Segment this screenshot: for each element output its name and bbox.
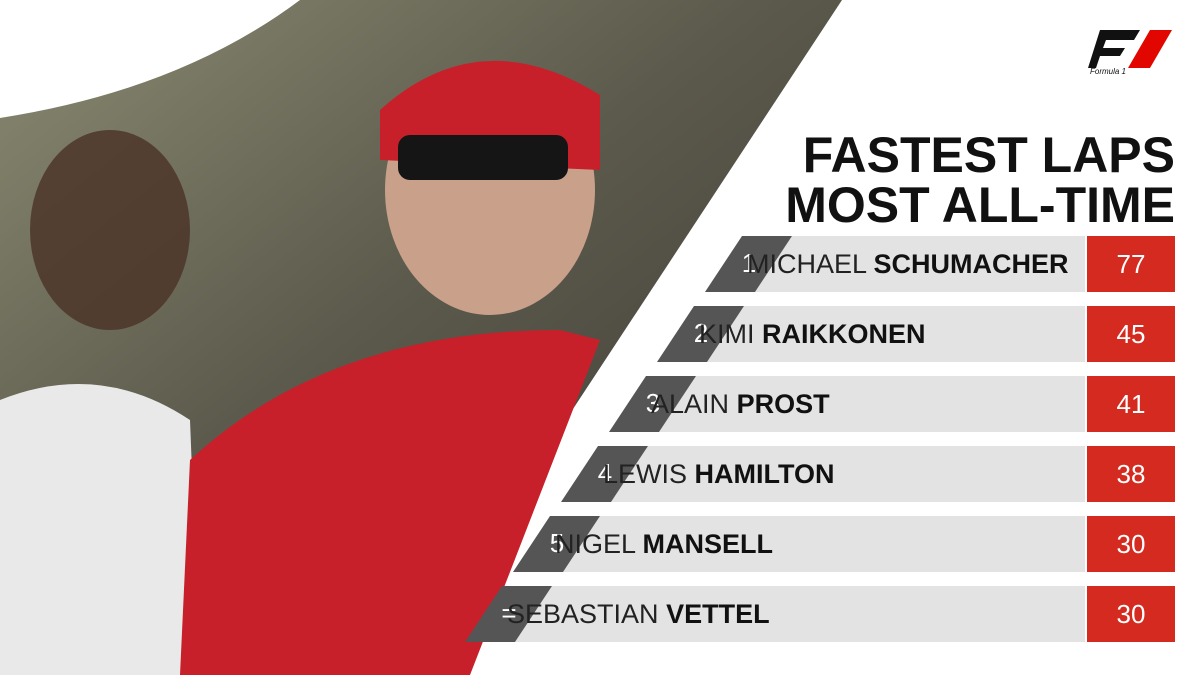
value: 38 bbox=[1117, 459, 1146, 489]
value-box bbox=[1087, 306, 1175, 362]
rank: 5 bbox=[550, 528, 564, 558]
last-name: MANSELL bbox=[643, 529, 774, 559]
rank: 1 bbox=[742, 248, 756, 278]
value: 41 bbox=[1117, 389, 1146, 419]
value: 30 bbox=[1117, 599, 1146, 629]
value-box bbox=[1087, 446, 1175, 502]
logo: Formula 1 bbox=[1088, 30, 1172, 76]
row-bar bbox=[611, 446, 1085, 502]
suit bbox=[180, 330, 600, 675]
rank-box bbox=[705, 236, 792, 292]
rank-box bbox=[561, 446, 648, 502]
rank: 2 bbox=[694, 318, 708, 348]
first-name: MICHAEL bbox=[747, 249, 867, 279]
driver-left bbox=[30, 130, 190, 330]
first-name: KIMI bbox=[699, 319, 755, 349]
rank-box bbox=[657, 306, 744, 362]
rank-box bbox=[465, 586, 552, 642]
row-bar bbox=[515, 586, 1085, 642]
value: 77 bbox=[1117, 249, 1146, 279]
logo-stripes bbox=[1128, 30, 1172, 68]
driver-name: KIMI RAIKKONEN bbox=[699, 319, 926, 349]
rank: = bbox=[501, 598, 516, 628]
last-name: SCHUMACHER bbox=[874, 249, 1069, 279]
value-box bbox=[1087, 586, 1175, 642]
table-row: =SEBASTIAN VETTEL 30 bbox=[465, 586, 1175, 642]
title-line: MOST ALL-TIME bbox=[785, 177, 1175, 233]
last-name: HAMILTON bbox=[695, 459, 835, 489]
first-name: SEBASTIAN bbox=[507, 599, 659, 629]
last-name: RAIKKONEN bbox=[762, 319, 926, 349]
rank: 3 bbox=[646, 388, 660, 418]
row-bar bbox=[563, 516, 1085, 572]
title-line: FASTEST LAPS bbox=[803, 127, 1175, 183]
logo-f bbox=[1088, 30, 1140, 68]
rank: 4 bbox=[598, 458, 612, 488]
driver-left-body bbox=[0, 384, 200, 675]
photo-corner bbox=[0, 0, 300, 118]
first-name: LEWIS bbox=[603, 459, 687, 489]
rank-box bbox=[609, 376, 696, 432]
first-name: NIGEL bbox=[555, 529, 636, 559]
value-box bbox=[1087, 236, 1175, 292]
value-box bbox=[1087, 516, 1175, 572]
last-name: VETTEL bbox=[666, 599, 770, 629]
row-bar bbox=[707, 306, 1085, 362]
logo-text: Formula 1 bbox=[1090, 67, 1126, 76]
driver-name: SEBASTIAN VETTEL bbox=[507, 599, 770, 629]
driver-name: MICHAEL SCHUMACHER bbox=[747, 249, 1069, 279]
first-name: ALAIN bbox=[651, 389, 729, 419]
driver-name: ALAIN PROST bbox=[651, 389, 830, 419]
rank-box bbox=[513, 516, 600, 572]
value: 45 bbox=[1117, 319, 1146, 349]
row-bar bbox=[659, 376, 1085, 432]
value-box bbox=[1087, 376, 1175, 432]
last-name: PROST bbox=[737, 389, 831, 419]
driver-name: NIGEL MANSELL bbox=[555, 529, 773, 559]
sunglasses bbox=[398, 135, 568, 180]
driver-name: LEWIS HAMILTON bbox=[603, 459, 835, 489]
value: 30 bbox=[1117, 529, 1146, 559]
row-bar bbox=[755, 236, 1085, 292]
